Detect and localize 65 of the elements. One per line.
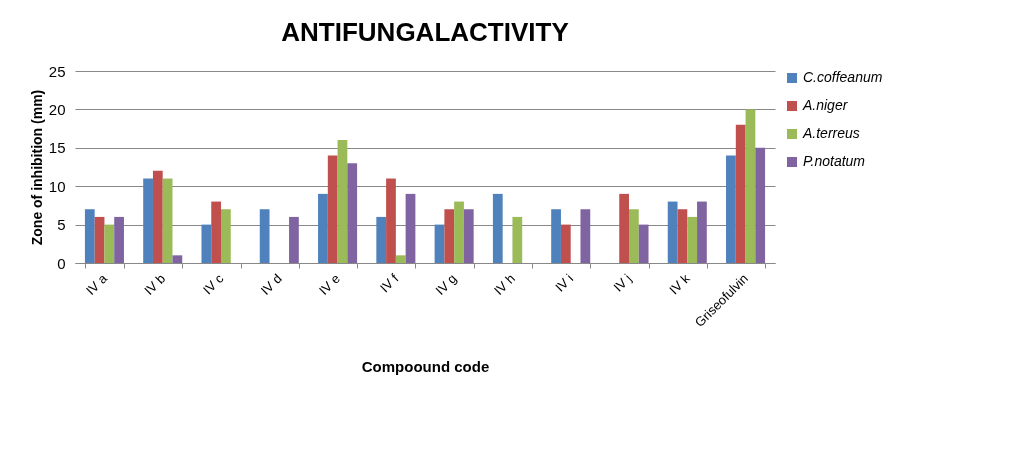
bar bbox=[201, 224, 212, 263]
chart-title: ANTIFUNGALACTIVITY bbox=[281, 17, 569, 47]
bar bbox=[444, 209, 455, 263]
x-tick-label: IV c bbox=[200, 270, 227, 298]
x-tick-label: IV i bbox=[552, 270, 577, 295]
x-tick-label: IV g bbox=[432, 270, 460, 298]
bar bbox=[667, 201, 678, 263]
bar bbox=[735, 124, 746, 263]
bar bbox=[94, 216, 105, 263]
bar bbox=[629, 209, 639, 263]
bar bbox=[512, 216, 523, 263]
x-tick-label: IV b bbox=[141, 270, 169, 298]
bar bbox=[405, 193, 416, 263]
legend-label: A.terreus bbox=[802, 125, 860, 141]
x-tick-label: IV e bbox=[316, 270, 344, 298]
bar bbox=[376, 216, 387, 263]
bar bbox=[318, 193, 328, 263]
bar bbox=[386, 178, 396, 263]
bar bbox=[172, 255, 183, 263]
legend-label: P.notatum bbox=[803, 153, 866, 169]
x-tick-label: IV j bbox=[610, 270, 635, 295]
bar bbox=[84, 209, 95, 263]
legend-label: A.niger bbox=[802, 97, 849, 113]
x-tick-label: IV d bbox=[257, 270, 285, 298]
bar bbox=[143, 178, 153, 263]
y-axis-title: Zone of inhibition (mm) bbox=[28, 89, 45, 246]
bar bbox=[560, 224, 571, 263]
bar bbox=[619, 193, 629, 263]
bar bbox=[745, 109, 756, 263]
bar bbox=[211, 201, 221, 263]
y-tick-label: 20 bbox=[48, 100, 66, 118]
bar bbox=[434, 224, 445, 263]
bar bbox=[492, 193, 503, 263]
bar bbox=[677, 209, 688, 263]
bar bbox=[726, 155, 736, 263]
bar bbox=[104, 224, 115, 263]
bar bbox=[337, 140, 348, 263]
y-tick-label: 0 bbox=[57, 254, 66, 272]
bar bbox=[152, 170, 163, 263]
x-tick-label: IV a bbox=[82, 270, 111, 298]
y-tick-label: 15 bbox=[48, 139, 66, 157]
x-axis-title: Compoound code bbox=[361, 357, 490, 375]
bar bbox=[221, 209, 231, 263]
bar bbox=[327, 155, 338, 263]
bar bbox=[162, 178, 173, 263]
bar bbox=[114, 216, 124, 263]
y-tick-label: 5 bbox=[57, 216, 66, 234]
bar bbox=[687, 216, 698, 263]
y-tick-label: 25 bbox=[48, 62, 66, 80]
bar bbox=[638, 224, 649, 263]
bar bbox=[289, 216, 299, 263]
x-tick-label: IV h bbox=[490, 270, 518, 298]
bar bbox=[697, 201, 707, 263]
legend-label: C.coffeanum bbox=[803, 69, 883, 85]
bar bbox=[454, 201, 464, 263]
bar bbox=[463, 209, 474, 263]
y-tick-label: 10 bbox=[48, 177, 66, 195]
bar bbox=[755, 147, 766, 263]
bar bbox=[395, 255, 406, 263]
bar bbox=[580, 209, 591, 263]
x-tick-label: IV k bbox=[666, 270, 694, 298]
bar bbox=[551, 209, 561, 263]
x-tick-label: IV f bbox=[376, 270, 402, 296]
bar bbox=[347, 163, 358, 263]
bar bbox=[259, 209, 270, 263]
